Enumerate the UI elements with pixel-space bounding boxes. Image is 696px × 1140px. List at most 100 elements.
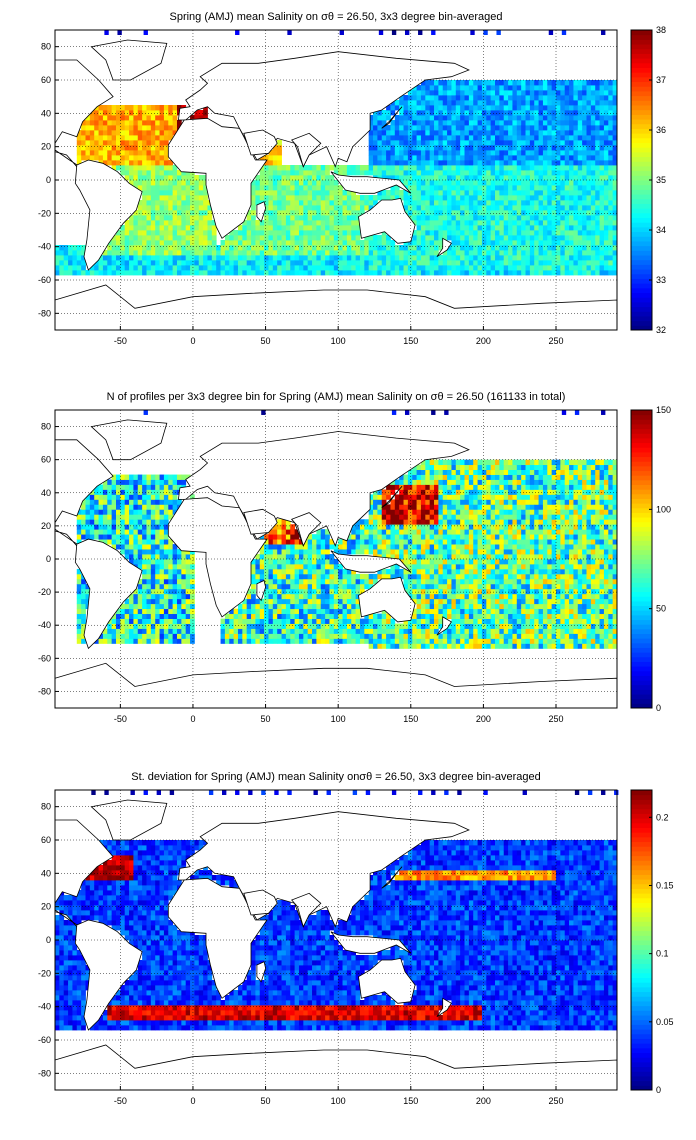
heatmap-cell [438, 90, 444, 96]
heatmap-cell [486, 150, 492, 156]
heatmap-cell [176, 255, 182, 261]
heatmap-cell [460, 130, 465, 136]
heatmap-cell [442, 255, 448, 261]
heatmap-cell [481, 160, 487, 166]
heatmap-cell [124, 504, 130, 510]
chart-panel-1: Spring (AMJ) mean Salinity on σθ = 26.50… [38, 11, 666, 346]
heatmap-cell [556, 215, 561, 221]
heatmap-cell [595, 120, 600, 126]
heatmap-cell [429, 125, 435, 131]
heatmap-cell [102, 509, 108, 515]
heatmap-cell [612, 170, 618, 176]
heatmap-cell [333, 638, 339, 644]
heatmap-cell [264, 185, 269, 191]
heatmap-cell [529, 175, 535, 181]
heatmap-cell [608, 170, 614, 176]
heatmap-cell [412, 270, 417, 276]
heatmap-cell [277, 160, 282, 166]
heatmap-cell [133, 245, 139, 251]
heatmap-cell [460, 120, 465, 126]
heatmap-cell [569, 80, 574, 86]
heatmap-cell [342, 225, 348, 231]
heatmap-cell [159, 135, 165, 141]
heatmap-cell [403, 205, 409, 211]
heatmap-cell [120, 115, 126, 121]
heatmap-cell [377, 270, 383, 276]
heatmap-cell [168, 185, 174, 191]
heatmap-cell [612, 155, 618, 161]
heatmap-cell [216, 265, 221, 271]
heatmap-cell [115, 150, 121, 156]
heatmap-cell [451, 225, 457, 231]
heatmap-cell [320, 210, 326, 216]
coastlines [54, 39, 618, 331]
heatmap-cell [224, 638, 230, 644]
heatmap-cell [150, 554, 156, 560]
heatmap-cell [190, 593, 195, 600]
heatmap-cell [137, 260, 143, 266]
heatmap-cell [150, 250, 156, 256]
heatmap-cell [168, 549, 174, 555]
heatmap-cell [76, 529, 82, 535]
heatmap-cell [220, 245, 226, 251]
heatmap-cell [277, 583, 282, 590]
heatmap-cell [98, 534, 104, 540]
heatmap-cell [325, 230, 330, 236]
heatmap-cell [364, 578, 370, 585]
heatmap-cell [573, 145, 579, 151]
colorbar-segment [631, 151, 652, 158]
heatmap-cell [373, 170, 378, 176]
heatmap-cell [508, 90, 513, 96]
heatmap-cell [146, 150, 152, 156]
heatmap-cell [338, 195, 343, 201]
heatmap-cell [150, 140, 156, 146]
heatmap-cell [172, 115, 178, 121]
heatmap-cell [447, 165, 452, 171]
heatmap-cell [595, 235, 600, 241]
heatmap-cell [351, 588, 357, 595]
heatmap-cell [342, 568, 348, 575]
heatmap-cell [325, 583, 330, 590]
heatmap-cell [316, 598, 322, 605]
heatmap-cell [102, 135, 108, 141]
heatmap-cell [582, 145, 587, 151]
heatmap-cell [81, 265, 86, 271]
heatmap-cell [368, 638, 374, 644]
heatmap-cell [547, 185, 553, 191]
heatmap-cell [542, 105, 548, 111]
heatmap-cell [312, 260, 317, 266]
heatmap-cell [133, 524, 139, 530]
heatmap-cell [499, 120, 505, 126]
heatmap-cell [612, 95, 618, 101]
heatmap-cell [595, 185, 600, 191]
heatmap-cell [329, 260, 335, 266]
heatmap-cell [146, 110, 152, 116]
heatmap-cell [76, 145, 82, 151]
heatmap-cell [499, 160, 505, 166]
heatmap-cell [590, 195, 596, 201]
heatmap-cell [612, 145, 618, 151]
heatmap-cell [159, 145, 165, 151]
heatmap-cell [194, 225, 200, 231]
heatmap-cell [133, 180, 139, 186]
heatmap-cell [185, 608, 191, 615]
heatmap-cell [81, 623, 86, 629]
heatmap-cell [599, 95, 605, 101]
heatmap-cell [547, 90, 553, 96]
heatmap-cell [294, 230, 300, 236]
heatmap-cell [573, 235, 579, 241]
heatmap-cell [107, 155, 113, 161]
heatmap-cell [460, 180, 465, 186]
heatmap-cell [486, 205, 492, 211]
heatmap-cell [342, 588, 348, 595]
heatmap-cell [120, 155, 126, 161]
heatmap-cell [551, 135, 557, 141]
heatmap-cell [159, 494, 165, 500]
heatmap-cell [185, 170, 191, 176]
heatmap-cell [316, 170, 322, 176]
heatmap-cell [595, 245, 600, 251]
heatmap-cell [351, 230, 357, 236]
heatmap-cell [111, 110, 117, 116]
heatmap-cell [560, 115, 566, 121]
heatmap-cell [351, 250, 357, 256]
